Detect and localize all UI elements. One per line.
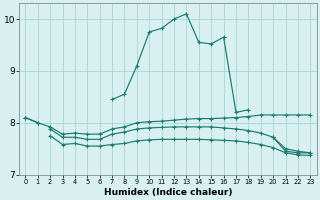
- X-axis label: Humidex (Indice chaleur): Humidex (Indice chaleur): [104, 188, 232, 197]
